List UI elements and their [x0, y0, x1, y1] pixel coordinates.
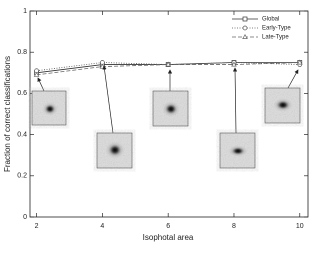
y-tick-label: 0.2: [17, 173, 27, 180]
y-axis-title: Fraction of correct classifications: [3, 56, 12, 172]
y-tick-label: 1: [23, 8, 27, 15]
legend-marker: [242, 16, 248, 22]
x-tick-label: 10: [296, 223, 304, 230]
axes: 0 0.2 0.4 0.6 0.8 1 2 4 6 8 10 Global Early-Type Late…: [17, 8, 309, 230]
x-tick-label: 2: [35, 223, 39, 230]
legend-label: Global: [262, 17, 279, 23]
y-tick-label: 0: [23, 214, 27, 221]
point: [231, 61, 237, 67]
series: Late-Type: [33, 33, 303, 77]
y-tick-label: 0.6: [17, 90, 27, 97]
plot-frame: [29, 10, 309, 218]
legend-marker: [242, 25, 248, 31]
legend-marker: [242, 33, 248, 39]
point: [33, 71, 40, 77]
x-tick-label: 6: [166, 223, 170, 230]
insets: [31, 65, 301, 169]
x-tick-label: 4: [100, 223, 104, 230]
galaxy-inset: [96, 65, 133, 169]
y-tick-label: 0.8: [17, 49, 27, 56]
galaxy-inset: [152, 69, 189, 127]
point: [165, 61, 171, 67]
chart: 0 0.2 0.4 0.6 0.8 1 2 4 6 8 10 Global Early-Type Late…: [3, 8, 309, 242]
galaxy-inset: [219, 67, 256, 169]
galaxy-inset: [264, 69, 301, 124]
point: [296, 59, 303, 65]
galaxy-inset: [31, 77, 67, 126]
x-tick-label: 8: [232, 223, 236, 230]
x-axis-title: Isophotal area: [143, 233, 194, 242]
legend-label: Late-Type: [262, 35, 289, 41]
y-tick-label: 0.4: [17, 131, 27, 138]
legend-label: Early-Type: [262, 26, 291, 32]
